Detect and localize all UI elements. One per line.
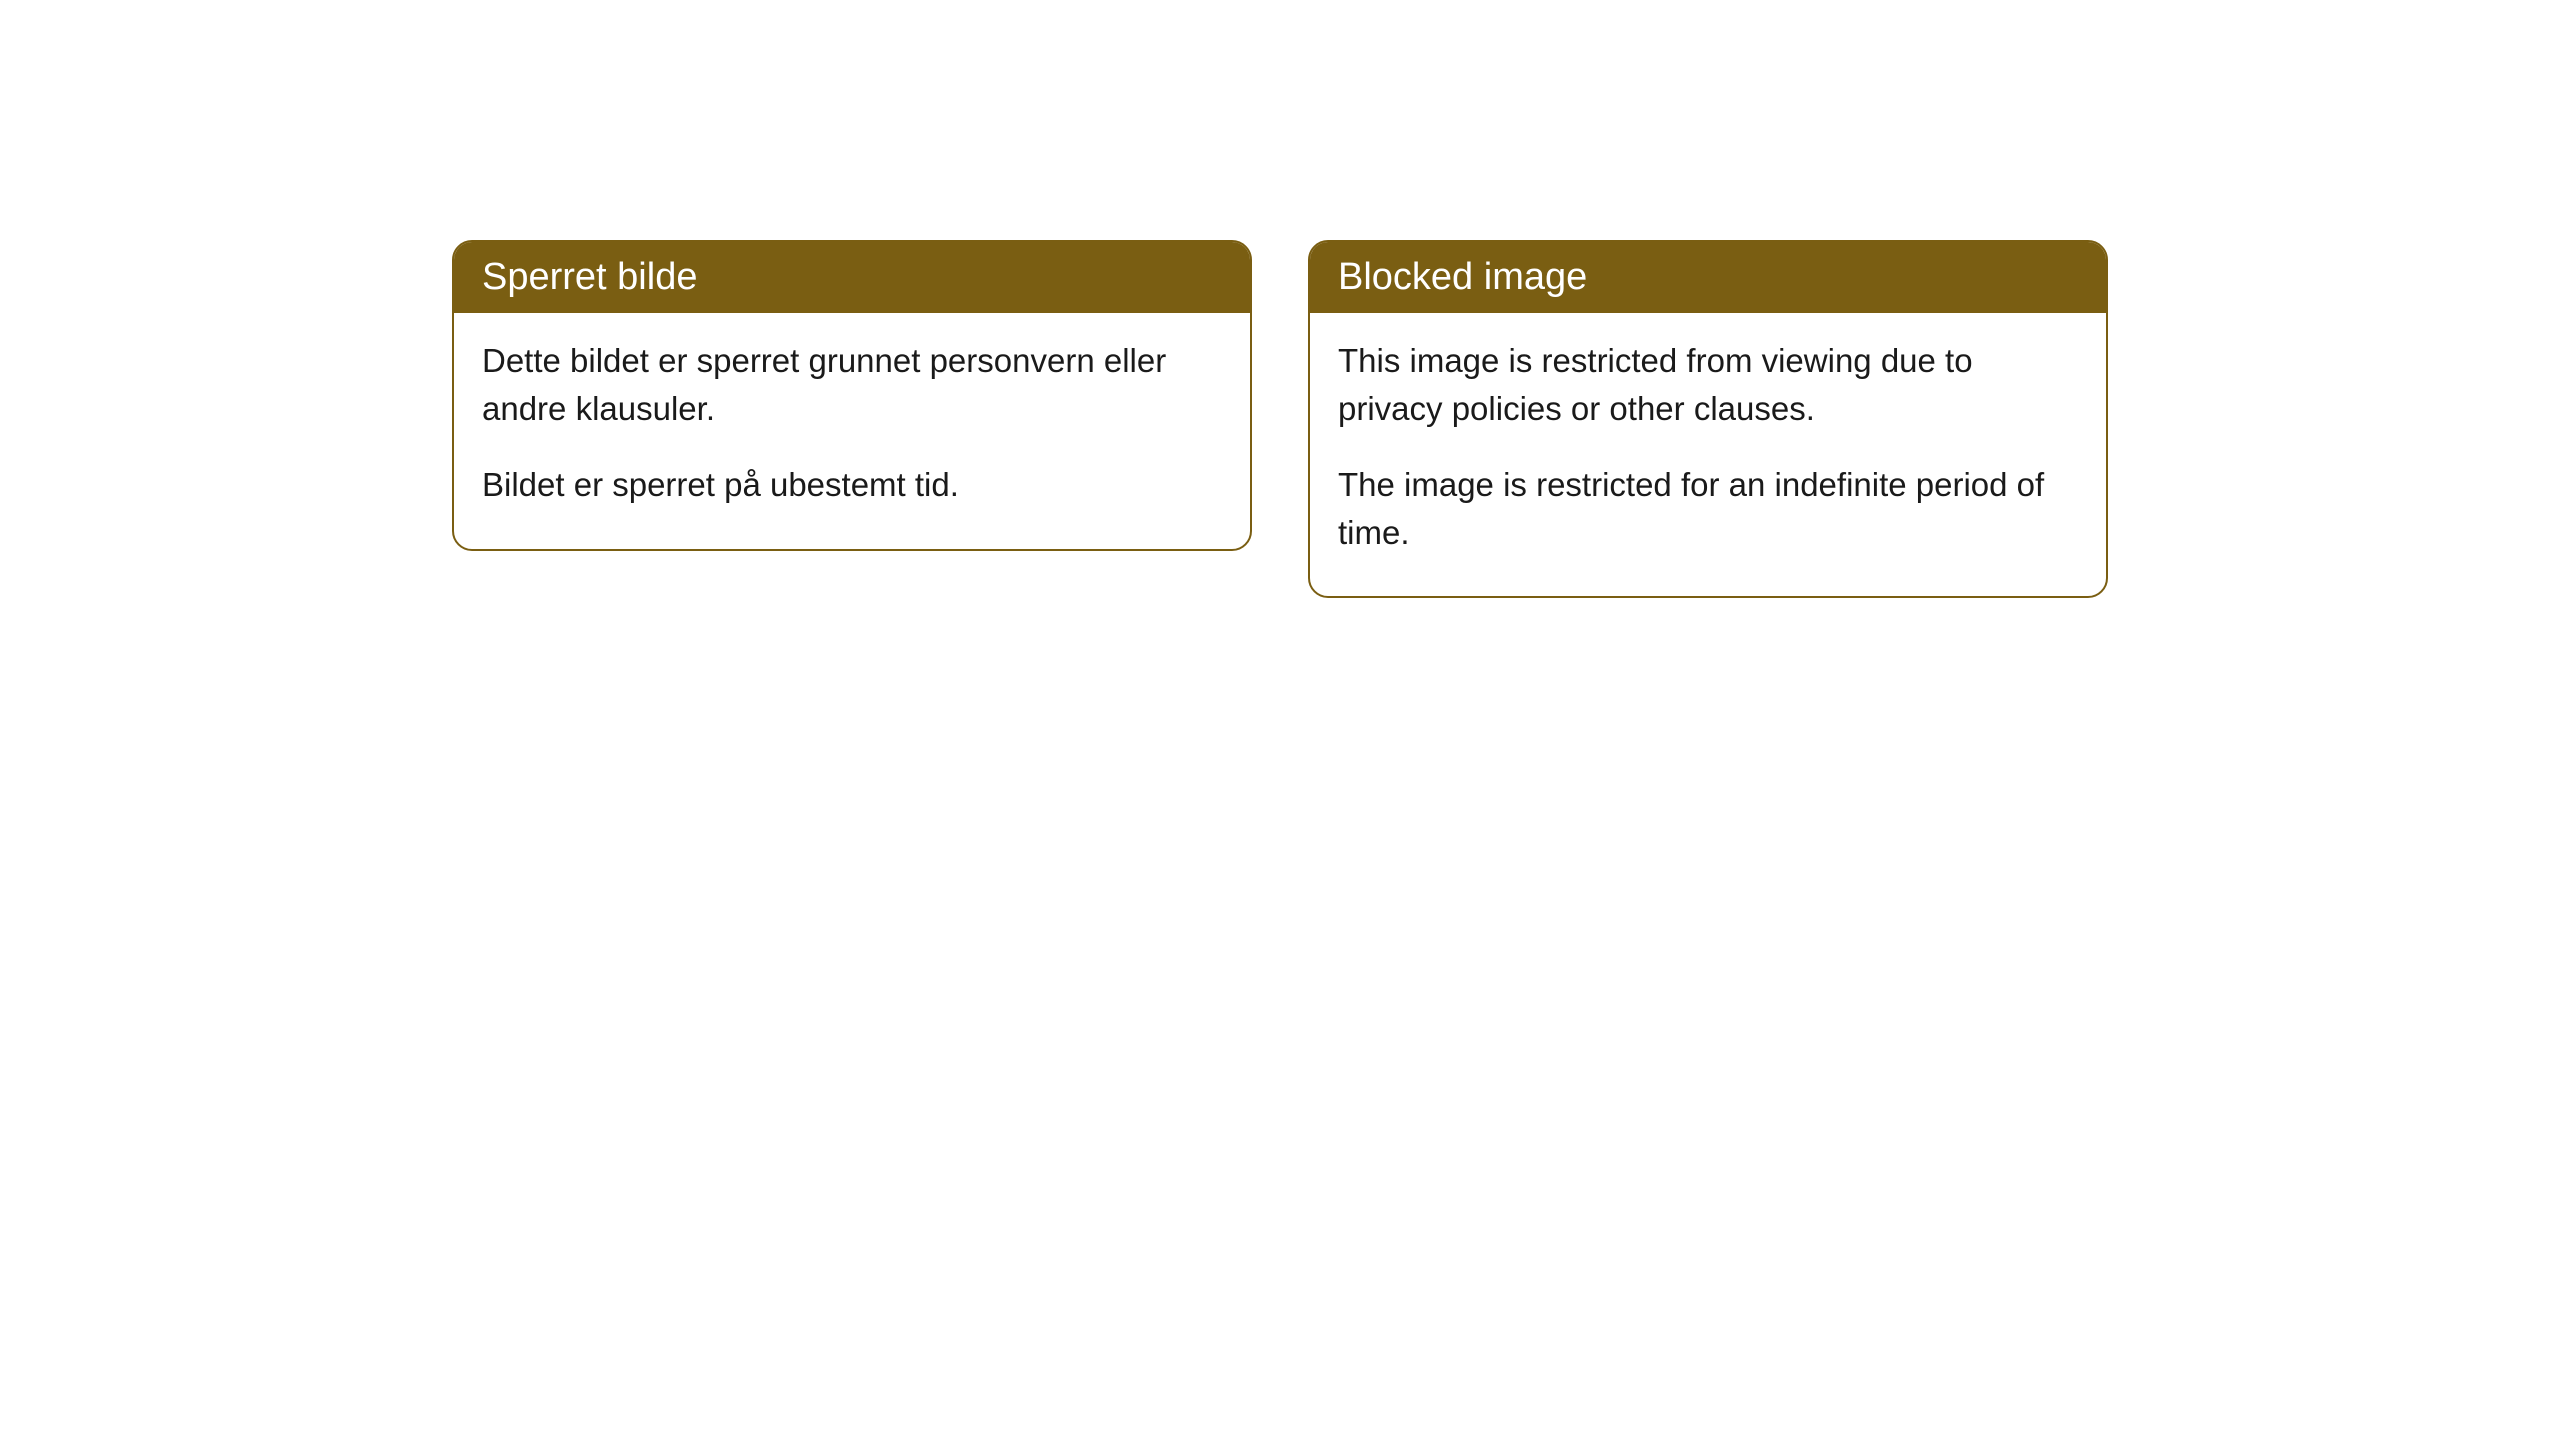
card-blocked-image-norwegian: Sperret bilde Dette bildet er sperret gr…	[452, 240, 1252, 551]
card-header: Sperret bilde	[454, 242, 1250, 313]
card-header: Blocked image	[1310, 242, 2106, 313]
card-body: This image is restricted from viewing du…	[1310, 313, 2106, 596]
card-paragraph: Dette bildet er sperret grunnet personve…	[482, 337, 1222, 433]
cards-container: Sperret bilde Dette bildet er sperret gr…	[452, 240, 2108, 1440]
card-body: Dette bildet er sperret grunnet personve…	[454, 313, 1250, 549]
card-paragraph: The image is restricted for an indefinit…	[1338, 461, 2078, 557]
card-title: Sperret bilde	[482, 256, 697, 298]
card-paragraph: This image is restricted from viewing du…	[1338, 337, 2078, 433]
card-blocked-image-english: Blocked image This image is restricted f…	[1308, 240, 2108, 598]
card-title: Blocked image	[1338, 256, 1587, 298]
card-paragraph: Bildet er sperret på ubestemt tid.	[482, 461, 1222, 509]
